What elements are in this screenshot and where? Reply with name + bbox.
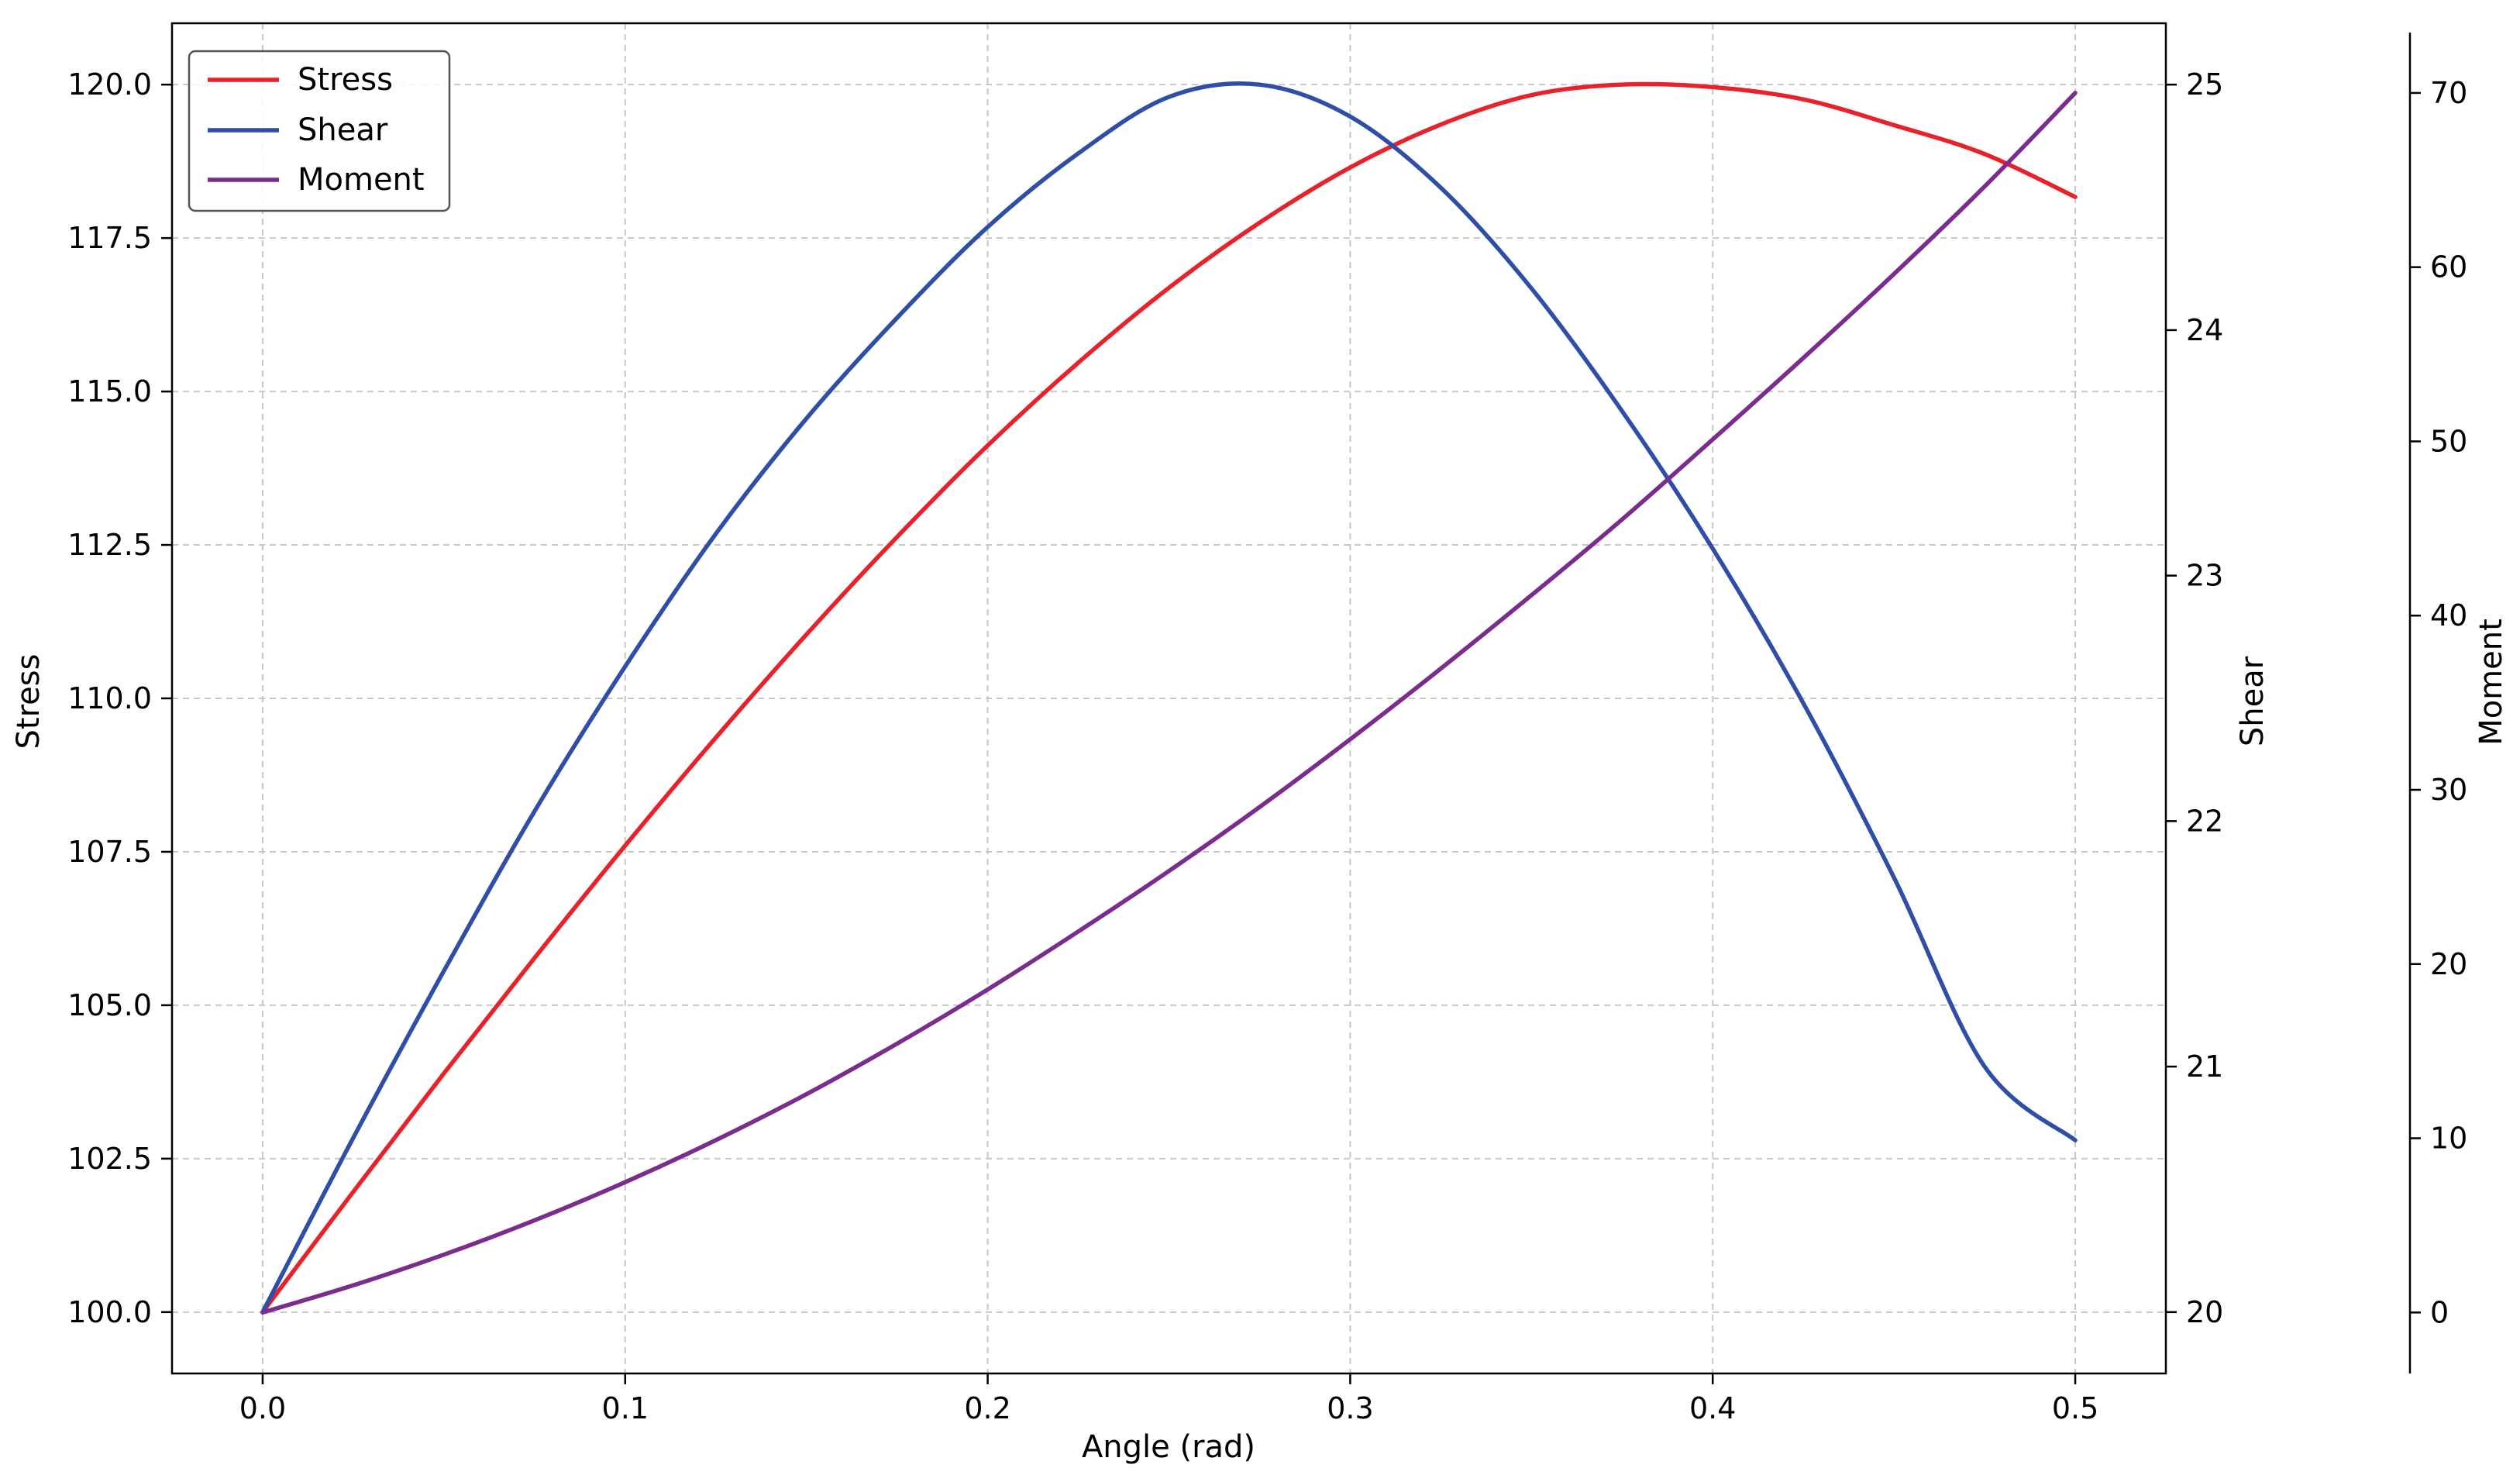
stress-tick-label: 115.0 bbox=[67, 374, 152, 408]
shear-tick-label: 20 bbox=[2186, 1295, 2223, 1329]
series-line-stress bbox=[260, 81, 2078, 1315]
shear-tick-label: 25 bbox=[2186, 67, 2223, 102]
legend-label-moment: Moment bbox=[298, 162, 425, 198]
moment-axis-label: Moment bbox=[2474, 619, 2509, 746]
x-tick-label: 0.3 bbox=[1327, 1391, 1373, 1425]
moment-tick-label: 60 bbox=[2430, 250, 2467, 284]
x-tick-label: 0.2 bbox=[964, 1391, 1010, 1425]
moment-tick-label: 50 bbox=[2430, 424, 2467, 458]
stress-tick-label: 117.5 bbox=[67, 221, 152, 255]
legend: Stress Shear Moment bbox=[188, 50, 451, 212]
x-axis-ticks: 0.0 0.1 0.2 0.3 0.4 0.5 bbox=[239, 1373, 2098, 1425]
series-line-shear bbox=[260, 81, 2078, 1315]
series-lines bbox=[260, 81, 2078, 1315]
shear-axis-label: Shear bbox=[2235, 656, 2270, 746]
legend-label-shear: Shear bbox=[298, 112, 388, 148]
x-tick-label: 0.0 bbox=[239, 1391, 286, 1425]
moment-tick-label: 40 bbox=[2430, 598, 2467, 632]
stress-axis-ticks: 100.0 102.5 105.0 107.5 110.0 112.5 115.0 117.5… bbox=[67, 67, 172, 1329]
shear-tick-label: 23 bbox=[2186, 559, 2223, 593]
shear-tick-label: 24 bbox=[2186, 313, 2223, 347]
x-axis-label: Angle (rad) bbox=[1082, 1429, 1255, 1465]
legend-label-stress: Stress bbox=[298, 62, 393, 98]
moment-axis-ticks: 0 10 20 30 40 50 60 70 bbox=[2410, 76, 2467, 1329]
stress-tick-label: 105.0 bbox=[67, 988, 152, 1022]
x-tick-label: 0.4 bbox=[1689, 1391, 1736, 1425]
stress-tick-label: 110.0 bbox=[67, 681, 152, 715]
shear-tick-label: 22 bbox=[2186, 804, 2223, 838]
stress-tick-label: 100.0 bbox=[67, 1295, 152, 1329]
stress-tick-label: 102.5 bbox=[67, 1142, 152, 1176]
shear-tick-label: 21 bbox=[2186, 1049, 2223, 1084]
shear-axis-ticks: 20 21 22 23 24 25 bbox=[2166, 67, 2223, 1329]
series-line-moment bbox=[260, 91, 2078, 1315]
moment-tick-label: 0 bbox=[2430, 1295, 2449, 1329]
moment-tick-label: 20 bbox=[2430, 947, 2467, 981]
stress-tick-label: 112.5 bbox=[67, 528, 152, 562]
grid bbox=[172, 23, 2166, 1373]
x-tick-label: 0.1 bbox=[602, 1391, 649, 1425]
stress-axis-label: Stress bbox=[11, 654, 46, 750]
moment-tick-label: 30 bbox=[2430, 773, 2467, 807]
legend-box bbox=[188, 50, 451, 212]
stress-tick-label: 107.5 bbox=[67, 835, 152, 869]
stress-tick-label: 120.0 bbox=[67, 67, 152, 102]
x-tick-label: 0.5 bbox=[2052, 1391, 2098, 1425]
moment-tick-label: 70 bbox=[2430, 76, 2467, 110]
moment-tick-label: 10 bbox=[2430, 1122, 2467, 1156]
